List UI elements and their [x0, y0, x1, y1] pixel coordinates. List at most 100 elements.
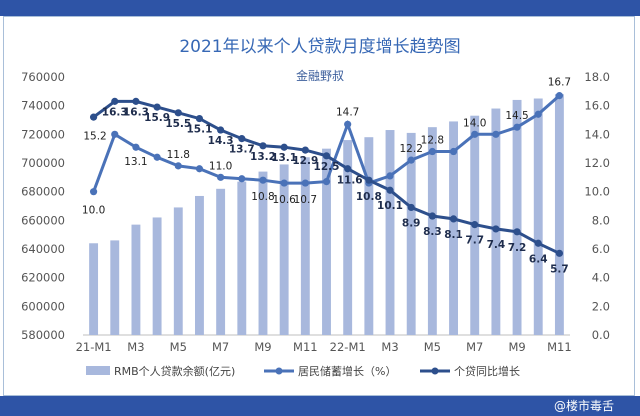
x-tick-label: M3	[381, 340, 398, 354]
right-tick-label: 4.0	[592, 271, 610, 285]
x-tick-label: M9	[254, 340, 271, 354]
right-tick-label: 8.0	[592, 213, 610, 227]
loan-data-label: 8.1	[444, 229, 463, 241]
legend-swatch-balance	[86, 366, 110, 375]
savings-growth-point	[513, 123, 521, 131]
bottom-banner	[0, 396, 640, 416]
watermark: @楼市毒舌	[554, 398, 614, 413]
top-banner	[0, 0, 640, 16]
savings-growth-point	[449, 147, 458, 156]
savings-data-label: 11.0	[209, 160, 232, 172]
bar	[491, 108, 501, 336]
bar	[131, 224, 141, 335]
bar	[406, 132, 416, 335]
bar	[237, 181, 247, 335]
loan-data-label: 8.3	[423, 226, 442, 238]
x-tick-label: M9	[508, 340, 525, 354]
bar	[322, 148, 331, 335]
bar	[533, 98, 543, 335]
loan-growth-point	[174, 109, 182, 117]
savings-growth-point	[428, 147, 436, 156]
savings-growth-point	[492, 130, 500, 138]
left-tick-label: 620000	[21, 271, 65, 285]
savings-growth-point	[534, 110, 542, 118]
legend-marker-loan	[431, 367, 439, 375]
loan-growth-point	[111, 97, 119, 105]
savings-growth-point	[322, 178, 331, 186]
loan-data-label: 5.7	[550, 263, 569, 275]
loan-data-label: 15.9	[144, 112, 170, 124]
loan-data-label: 13.7	[229, 144, 255, 156]
savings-data-label: 14.7	[336, 106, 359, 118]
loan-growth-point	[89, 113, 98, 121]
loan-growth-point	[492, 225, 500, 233]
left-tick-label: 700000	[21, 156, 65, 170]
loan-growth-point	[449, 215, 458, 223]
savings-growth-point	[195, 165, 204, 173]
bar	[364, 137, 374, 335]
loan-growth-point	[217, 126, 225, 134]
left-tick-label: 600000	[21, 299, 65, 313]
savings-data-label: 10.0	[82, 205, 105, 217]
savings-growth-point	[386, 172, 394, 180]
right-tick-label: 2.0	[592, 299, 610, 313]
savings-growth-point	[174, 162, 182, 170]
savings-growth-point	[555, 92, 564, 100]
savings-growth-point	[280, 179, 288, 187]
loan-data-label: 13.1	[271, 152, 297, 164]
legend-label-savings: 居民储蓄增长（%）	[298, 364, 396, 378]
loan-growth-point	[238, 135, 246, 143]
savings-growth-point	[259, 176, 267, 184]
right-tick-label: 12.0	[584, 156, 610, 170]
loan-data-label: 8.9	[402, 217, 421, 229]
x-tick-label: M5	[424, 340, 441, 354]
savings-growth-point	[344, 120, 352, 128]
loan-data-label: 12.9	[292, 155, 318, 167]
bar	[216, 188, 226, 335]
bar	[300, 157, 310, 335]
loan-data-label: 7.4	[487, 239, 506, 251]
x-tick-label: M7	[212, 340, 229, 354]
loan-data-label: 11.6	[337, 175, 363, 187]
right-tick-label: 16.0	[584, 99, 610, 113]
bar	[449, 121, 458, 335]
right-tick-label: 0.0	[592, 328, 610, 342]
legend-label-loan: 个贷同比增长	[454, 364, 520, 378]
loan-growth-point	[132, 97, 140, 105]
savings-data-label: 13.1	[124, 156, 147, 168]
savings-growth-point	[89, 188, 98, 196]
savings-data-label: 14.5	[505, 110, 528, 122]
left-tick-label: 740000	[21, 99, 65, 113]
bar	[343, 140, 353, 335]
savings-data-label: 15.2	[83, 130, 106, 142]
loan-growth-point	[513, 228, 521, 236]
loan-data-label: 16.3	[102, 106, 128, 118]
loan-data-label: 16.3	[123, 106, 149, 118]
bar	[173, 207, 183, 335]
bar	[385, 130, 395, 335]
loan-growth-point	[534, 239, 542, 247]
loan-growth-point	[259, 142, 267, 150]
bar	[89, 243, 99, 335]
bar	[195, 195, 204, 335]
savings-growth-point	[153, 153, 161, 161]
savings-data-label: 10.8	[251, 191, 274, 203]
loan-growth-point	[195, 114, 204, 123]
loan-data-label: 13.2	[250, 151, 276, 163]
x-tick-label: M3	[127, 340, 144, 354]
loan-growth-point	[322, 152, 331, 160]
bar	[512, 99, 522, 335]
x-tick-label: 22-M1	[330, 340, 366, 354]
chart-title: 2021年以来个人贷款月度增长趋势图	[179, 37, 460, 57]
savings-data-label: 16.7	[548, 77, 571, 89]
right-tick-label: 18.0	[584, 70, 610, 84]
left-tick-label: 760000	[21, 70, 65, 84]
loan-data-label: 10.8	[356, 191, 382, 203]
left-tick-label: 640000	[21, 242, 65, 256]
loan-data-label: 6.4	[529, 253, 548, 265]
savings-data-label: 10.6	[272, 194, 296, 206]
loan-data-label: 12.5	[314, 161, 340, 173]
loan-data-label: 14.3	[208, 135, 234, 147]
loan-growth-point	[471, 221, 479, 229]
savings-data-label: 10.7	[294, 194, 317, 206]
